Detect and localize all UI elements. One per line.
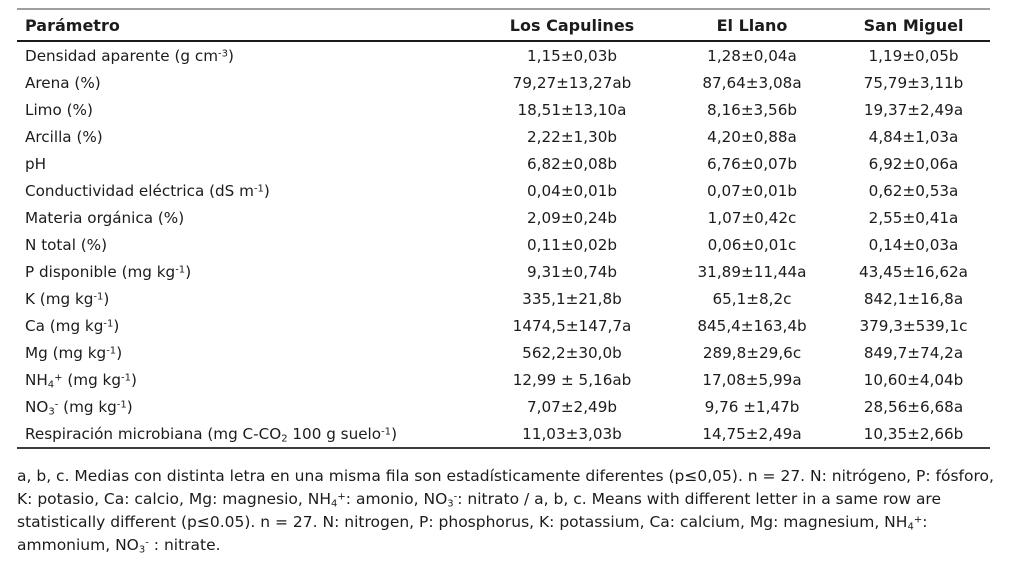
value-cell: 9,31±0,74b [527, 262, 617, 281]
value-cell: 14,75±2,49a [702, 424, 802, 443]
parameter-cell: NH4+ (mg kg-1) [25, 370, 137, 390]
value-cell: 0,62±0,53a [868, 181, 959, 200]
table-row: N total (%) 0,11±0,02b 0,06±0,01c 0,14±0,03… [17, 231, 990, 258]
table-row: Densidad aparente (g cm-3) 1,15±0,03b 1,28… [17, 41, 990, 69]
table-footnote: a, b, c. Medias con distinta letra en un… [17, 467, 994, 556]
value-cell: 1,19±0,05b [868, 46, 959, 65]
parameter-cell: Mg (mg kg-1) [25, 343, 123, 362]
value-cell: 1,07±0,42c [707, 208, 797, 227]
value-cell: 11,03±3,03b [522, 424, 622, 443]
table-body: Densidad aparente (g cm-3) 1,15±0,03b 1,28… [17, 41, 990, 448]
parameter-cell: Arena (%) [25, 73, 101, 92]
value-cell: 17,08±5,99a [702, 370, 802, 389]
value-cell: 0,11±0,02b [527, 235, 617, 254]
value-cell: 75,79±3,11b [863, 73, 964, 92]
value-cell: 31,89±11,44a [697, 262, 807, 281]
column-header-el-llano: El Llano [716, 16, 788, 35]
value-cell: 0,07±0,01b [707, 181, 797, 200]
value-cell: 379,3±539,1c [859, 316, 968, 335]
parameter-cell: P disponible (mg kg-1) [25, 262, 192, 281]
value-cell: 6,76±0,07b [707, 154, 797, 173]
value-cell: 87,64±3,08a [702, 73, 802, 92]
header-row: Parámetro Los Capulines El Llano San Mig… [17, 9, 990, 41]
column-header-parametro: Parámetro [25, 16, 120, 35]
value-cell: 1,28±0,04a [707, 46, 797, 65]
table-row: Limo (%) 18,51±13,10a 8,16±3,56b 19,37±2,49… [17, 96, 990, 123]
table-row: Arcilla (%) 2,22±1,30b 4,20±0,88a 4,84±1,03… [17, 123, 990, 150]
parameter-cell: Ca (mg kg-1) [25, 316, 120, 335]
value-cell: 0,06±0,01c [707, 235, 797, 254]
value-cell: 562,2±30,0b [522, 343, 622, 362]
value-cell: 12,99 ± 5,16ab [512, 370, 632, 389]
parameter-cell: NO3- (mg kg-1) [25, 397, 133, 417]
parameter-cell: Materia orgánica (%) [25, 208, 185, 227]
value-cell: 9,76 ±1,47b [704, 397, 800, 416]
value-cell: 10,60±4,04b [863, 370, 964, 389]
value-cell: 842,1±16,8a [863, 289, 964, 308]
parameter-cell: Respiración microbiana (mg C-CO2 100 g s… [25, 424, 397, 444]
column-header-los-capulines: Los Capulines [509, 16, 635, 35]
value-cell: 4,20±0,88a [707, 127, 797, 146]
value-cell: 0,04±0,01b [527, 181, 617, 200]
value-cell: 19,37±2,49a [863, 100, 964, 119]
value-cell: 6,92±0,06a [868, 154, 959, 173]
value-cell: 2,22±1,30b [527, 127, 617, 146]
parameter-cell: K (mg kg-1) [25, 289, 110, 308]
value-cell: 4,84±1,03a [868, 127, 959, 146]
table-row: NH4+ (mg kg-1) 12,99 ± 5,16ab 17,08±5,99a 1… [17, 366, 990, 393]
table-row: pH 6,82±0,08b 6,76±0,07b 6,92±0,06a [17, 150, 990, 177]
parameter-cell: Limo (%) [25, 100, 93, 119]
value-cell: 43,45±16,62a [859, 262, 968, 281]
table-row: Respiración microbiana (mg C-CO2 100 g s… [17, 420, 990, 448]
value-cell: 0,14±0,03a [868, 235, 959, 254]
parameter-cell: pH [25, 154, 47, 173]
value-cell: 10,35±2,66b [863, 424, 964, 443]
value-cell: 65,1±8,2c [712, 289, 792, 308]
column-header-san-miguel: San Miguel [863, 16, 964, 35]
table-row: Materia orgánica (%) 2,09±0,24b 1,07±0,42c… [17, 204, 990, 231]
table-row: P disponible (mg kg-1) 9,31±0,74b 31,89±11… [17, 258, 990, 285]
table-row: Ca (mg kg-1) 1474,5±147,7a 845,4±163,4b 379… [17, 312, 990, 339]
value-cell: 6,82±0,08b [527, 154, 617, 173]
table-header: Parámetro Los Capulines El Llano San Mig… [17, 9, 990, 41]
parameter-cell: Arcilla (%) [25, 127, 103, 146]
table-row: Arena (%) 79,27±13,27ab 87,64±3,08a 75,79±3… [17, 69, 990, 96]
value-cell: 7,07±2,49b [527, 397, 617, 416]
soil-parameters-table: Parámetro Los Capulines El Llano San Mig… [17, 8, 990, 449]
table-row: Mg (mg kg-1) 562,2±30,0b 289,8±29,6c 849,7±… [17, 339, 990, 366]
parameter-cell: Conductividad eléctrica (dS m-1) [25, 181, 270, 200]
value-cell: 1474,5±147,7a [512, 316, 632, 335]
parameter-cell: Densidad aparente (g cm-3) [25, 46, 234, 65]
table-row: K (mg kg-1) 335,1±21,8b 65,1±8,2c 842,1±16,… [17, 285, 990, 312]
parameter-cell: N total (%) [25, 235, 108, 254]
value-cell: 1,15±0,03b [527, 46, 617, 65]
value-cell: 18,51±13,10a [517, 100, 627, 119]
value-cell: 79,27±13,27ab [512, 73, 632, 92]
value-cell: 845,4±163,4b [697, 316, 807, 335]
value-cell: 289,8±29,6c [702, 343, 802, 362]
table-row: Conductividad eléctrica (dS m-1) 0,04±0,0… [17, 177, 990, 204]
value-cell: 28,56±6,68a [863, 397, 964, 416]
value-cell: 849,7±74,2a [863, 343, 964, 362]
table-row: NO3- (mg kg-1) 7,07±2,49b 9,76 ±1,47b 28,56… [17, 393, 990, 420]
value-cell: 335,1±21,8b [522, 289, 622, 308]
value-cell: 8,16±3,56b [707, 100, 797, 119]
value-cell: 2,55±0,41a [868, 208, 959, 227]
value-cell: 2,09±0,24b [527, 208, 617, 227]
